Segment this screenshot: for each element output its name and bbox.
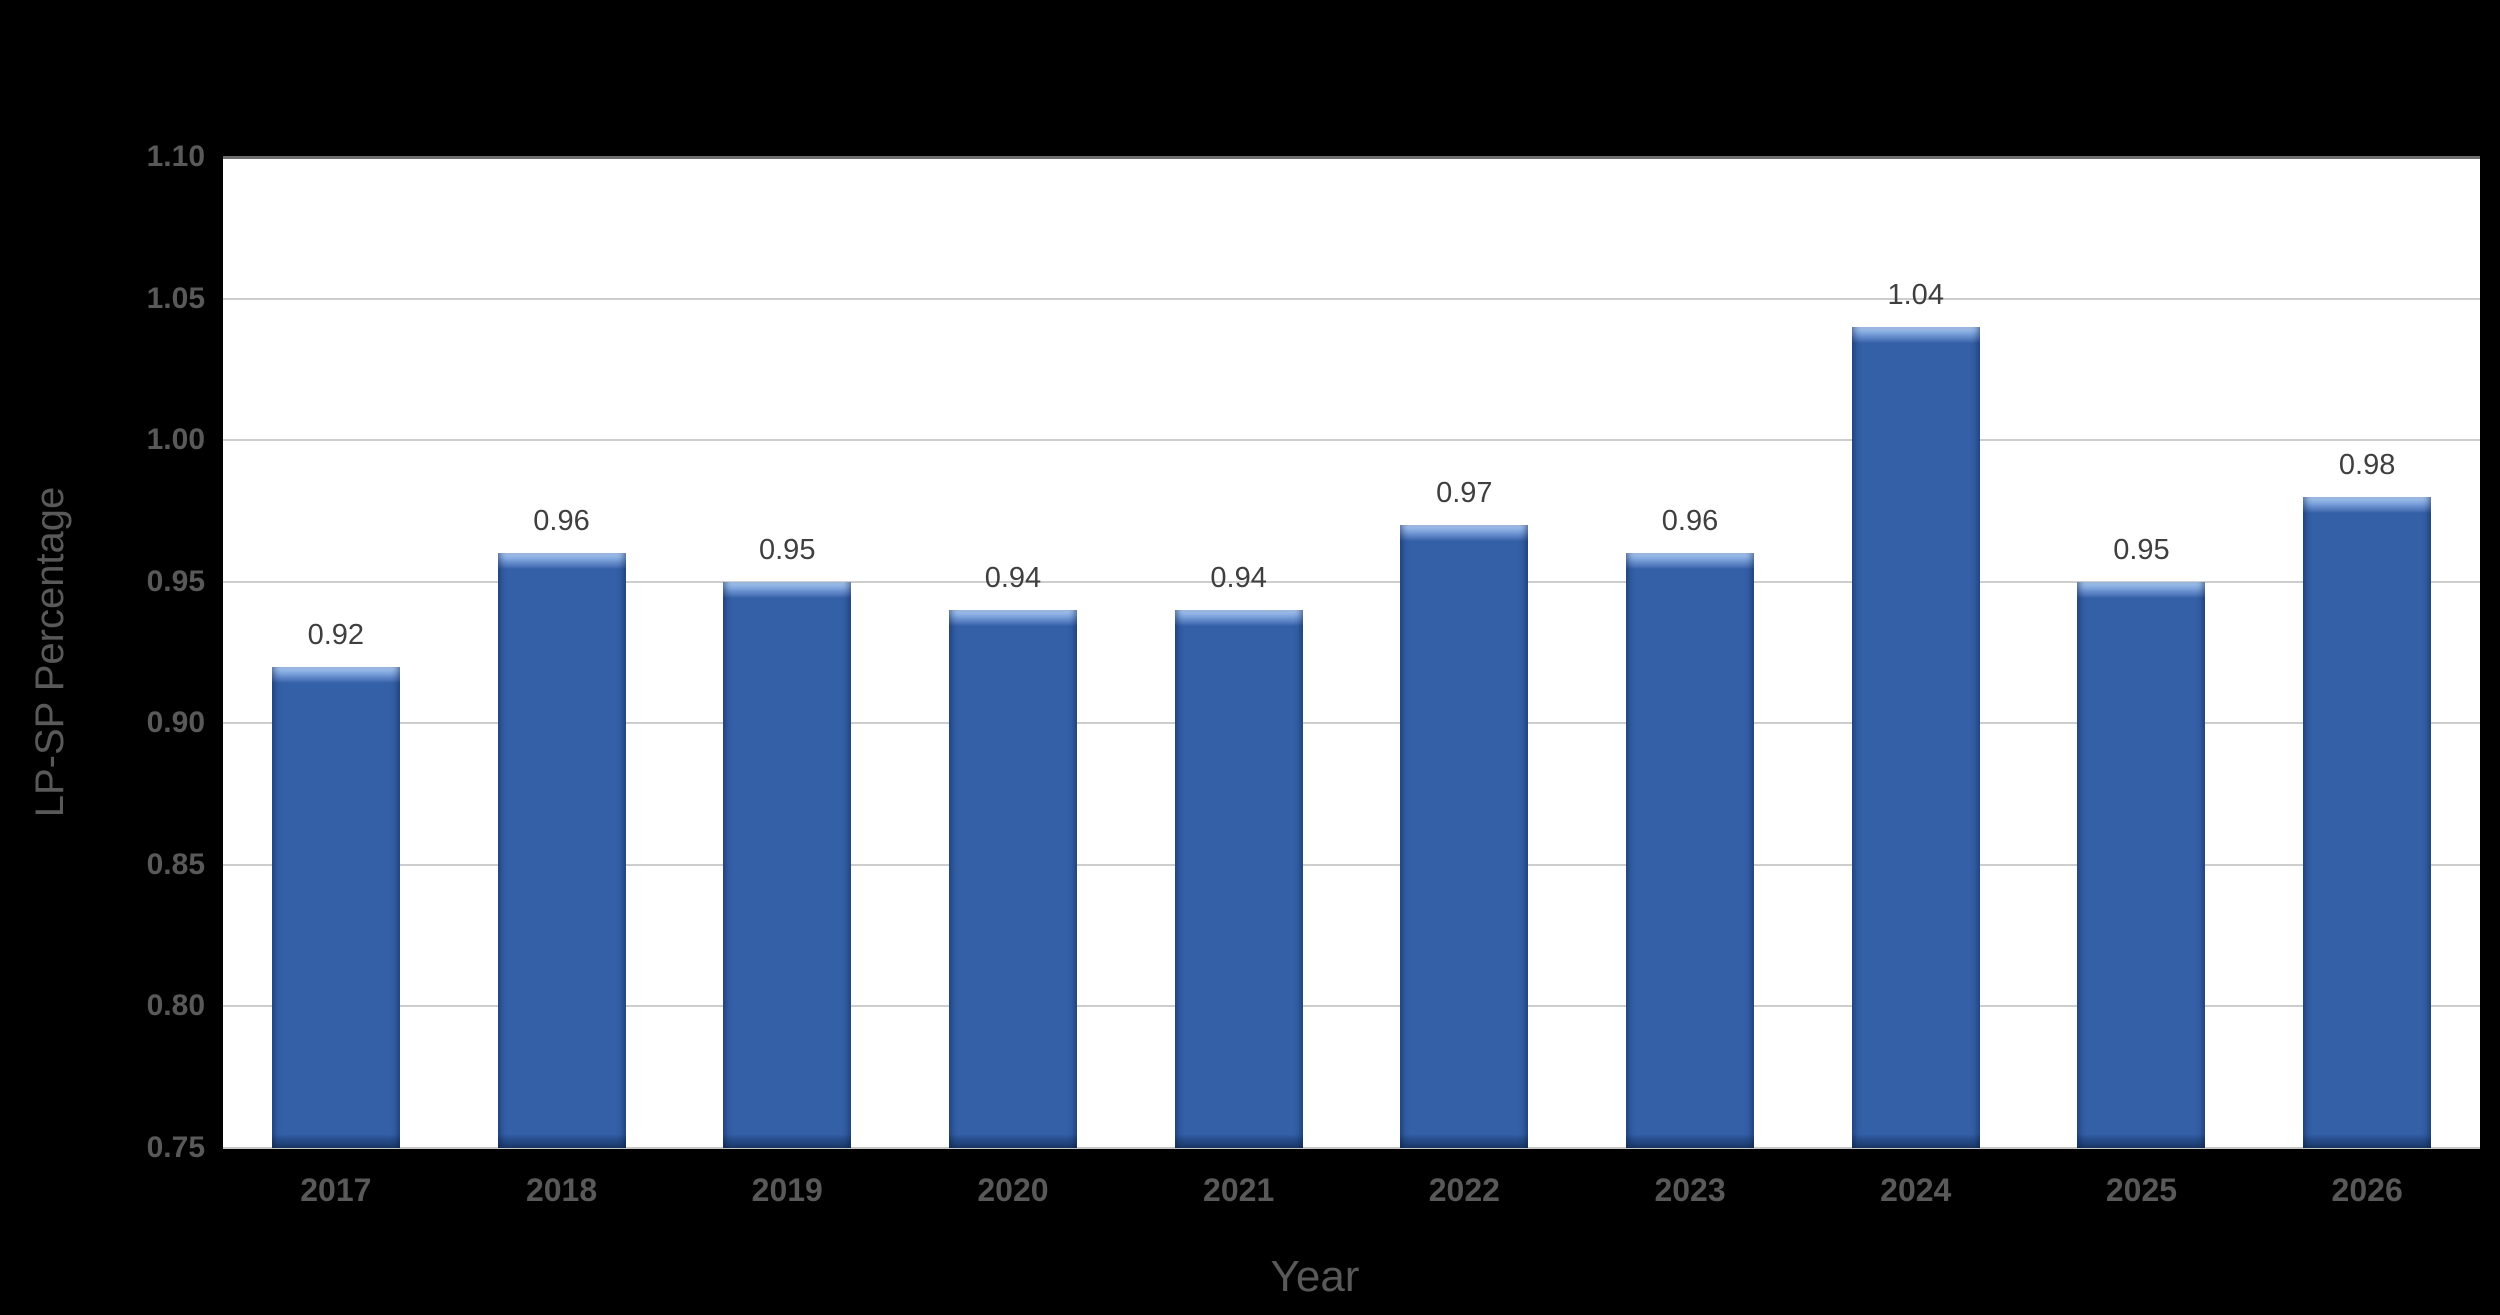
bar-2021 [1174, 610, 1303, 1148]
bar-value-label: 0.94 [1210, 562, 1267, 595]
x-tick-label: 2021 [1203, 1172, 1275, 1208]
x-tick-label: 2022 [1428, 1172, 1500, 1208]
gridline [223, 1147, 2480, 1149]
x-tick-label: 2023 [1654, 1172, 1726, 1208]
gridline [223, 1005, 2480, 1008]
gridline [223, 580, 2480, 583]
plot-area: 0.92 0.96 0.95 0.94 0.94 0.97 0.96 1.04 0.95 0.98 [223, 156, 2480, 1149]
bar-value-label: 0.95 [759, 533, 816, 566]
bar-value-label: 0.98 [2338, 448, 2396, 481]
x-tick-label: 2025 [2105, 1172, 2178, 1208]
bar-value-label: 1.04 [1887, 278, 1944, 311]
bar-value-label: 0.96 [533, 505, 590, 538]
bar-2026 [2303, 496, 2432, 1148]
bar-2019 [723, 581, 852, 1148]
x-tick-label: 2019 [751, 1172, 823, 1208]
gridline [223, 863, 2480, 866]
bar-value-label: 0.95 [2113, 533, 2170, 566]
bar-2020 [948, 610, 1077, 1148]
y-tick-label: 0.95 [146, 564, 205, 598]
y-tick-label: 1.00 [146, 423, 205, 457]
gridline [223, 156, 2480, 159]
x-tick-label: 2020 [977, 1172, 1049, 1208]
bar-value-label: 0.92 [307, 618, 365, 651]
bar-2023 [1626, 553, 1755, 1148]
gridline [223, 722, 2480, 725]
bar-2025 [2077, 581, 2206, 1148]
x-tick-label: 2017 [300, 1172, 372, 1208]
bar-value-label: 0.96 [1661, 505, 1719, 538]
x-axis-title: Year [1270, 1252, 1360, 1301]
y-tick-label: 0.90 [146, 706, 205, 740]
bar-value-label: 0.94 [984, 562, 1042, 595]
y-tick-label: 1.10 [146, 140, 205, 173]
y-tick-label: 0.80 [146, 989, 205, 1023]
y-tick-label: 0.85 [146, 847, 205, 881]
bar-2024 [1851, 326, 1980, 1148]
bar-2022 [1400, 525, 1529, 1148]
bar-2017 [271, 666, 400, 1148]
gridline [223, 297, 2480, 300]
x-tick-label: 2018 [525, 1172, 598, 1208]
x-tick-label: 2024 [1880, 1172, 1952, 1208]
x-tick-label: 2026 [2331, 1172, 2403, 1208]
y-tick-label: 1.05 [146, 281, 205, 315]
gridline [223, 439, 2480, 442]
bar-value-label: 0.97 [1436, 477, 1493, 510]
bar-2018 [497, 553, 626, 1148]
y-tick-label: 0.75 [146, 1131, 205, 1164]
